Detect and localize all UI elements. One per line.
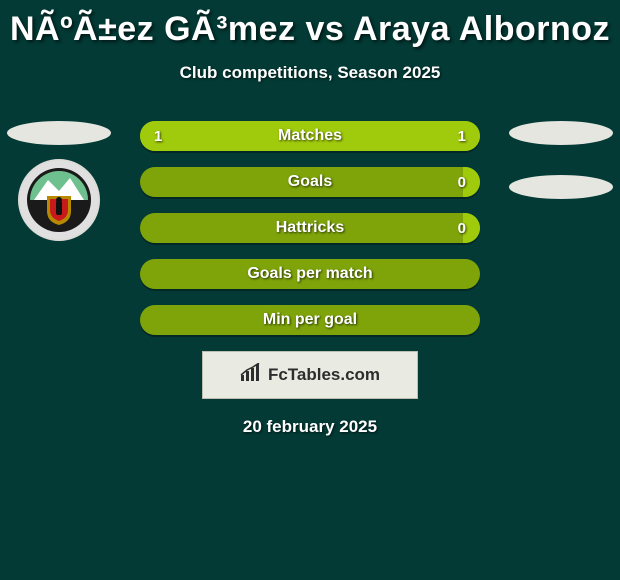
right-player-column [506,121,616,199]
footer-date: 20 february 2025 [0,417,620,437]
bar-value-right: 1 [458,121,466,151]
comparison-bars: Matches11Goals0Hattricks0Goals per match… [140,121,480,335]
bar-value-left: 1 [154,121,162,151]
page-title: NÃºÃ±ez GÃ³mez vs Araya Albornoz [0,0,620,49]
brand-box: FcTables.com [202,351,418,399]
bar-value-right: 0 [458,213,466,243]
compare-bar-row: Matches1 1 [140,121,480,151]
player-name-ellipse [509,121,613,145]
bar-label: Hattricks [140,213,480,243]
bar-label: Matches [140,121,480,151]
comparison-card: NÃºÃ±ez GÃ³mez vs Araya Albornoz Club co… [0,0,620,580]
bar-label: Min per goal [140,305,480,335]
compare-bar-row: Goals per match [140,259,480,289]
brand-text: FcTables.com [268,365,380,385]
brand-chart-icon [240,363,262,388]
player-name-ellipse [7,121,111,145]
bar-value-right: 0 [458,167,466,197]
bar-label: Goals [140,167,480,197]
content: Matches11Goals0Hattricks0Goals per match… [0,121,620,437]
subtitle: Club competitions, Season 2025 [0,63,620,83]
club-logo-icon [26,167,92,233]
left-player-column [4,121,114,241]
club-name-ellipse [509,175,613,199]
compare-bar-row: Hattricks0 [140,213,480,243]
compare-bar-row: Goals0 [140,167,480,197]
bar-label: Goals per match [140,259,480,289]
left-club-logo [18,159,100,241]
compare-bar-row: Min per goal [140,305,480,335]
